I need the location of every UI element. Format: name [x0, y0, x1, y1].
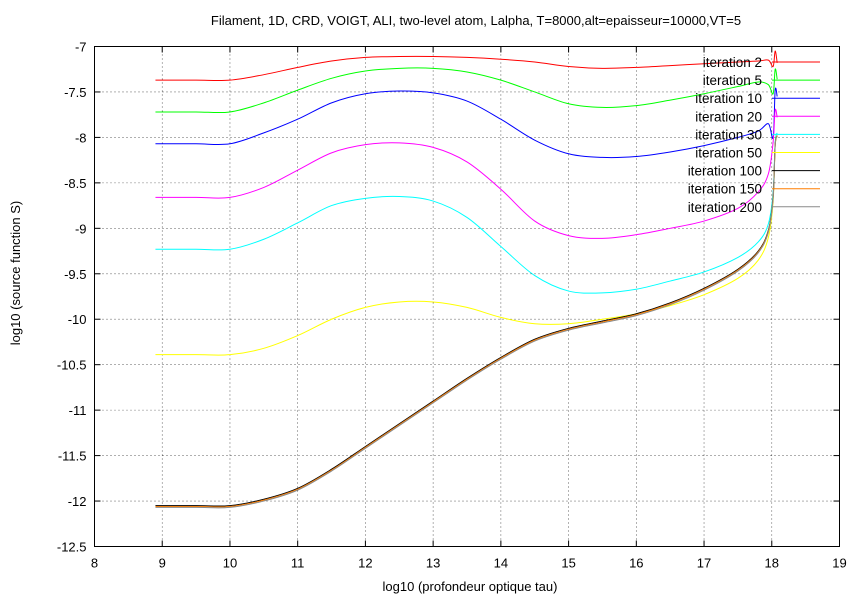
x-tick-label: 13 [426, 556, 440, 571]
plot-frame [94, 46, 840, 547]
series-line-iteration-2 [155, 50, 778, 82]
legend-label: iteration 20 [695, 109, 762, 124]
y-tick-label: -7.5 [64, 85, 86, 100]
x-tick-label: 18 [765, 556, 779, 571]
y-tick-label: -10.5 [57, 358, 87, 373]
y-tick-label: -7 [75, 40, 87, 55]
y-axis-label: log10 (source function S) [8, 201, 23, 346]
chart-title: Filament, 1D, CRD, VOIGT, ALI, two-level… [211, 13, 741, 28]
x-tick-label: 12 [358, 556, 372, 571]
grid [94, 46, 840, 547]
x-tick-label: 8 [91, 556, 98, 571]
legend-label: iteration 2 [703, 55, 762, 70]
series-line-iteration-50 [155, 135, 778, 356]
legend-label: iteration 100 [688, 164, 762, 179]
y-tick-label: -9 [75, 221, 87, 236]
y-tick-label: -12.5 [57, 540, 87, 555]
x-tick-label: 11 [291, 556, 305, 571]
y-tick-label: -11.5 [58, 449, 87, 464]
legend-label: iteration 50 [695, 146, 762, 161]
y-tick-label: -10 [68, 312, 87, 327]
y-tick-label: -12 [68, 494, 87, 509]
legend-label: iteration 30 [695, 127, 762, 142]
x-tick-label: 19 [832, 556, 846, 571]
plot-series [155, 50, 778, 509]
series-line-iteration-200 [155, 136, 778, 509]
series-line-iteration-100 [155, 135, 778, 507]
series-line-iteration-150 [155, 135, 778, 508]
y-tick-label: -9.5 [64, 267, 86, 282]
x-tick-label: 15 [561, 556, 575, 571]
y-tick-label: -8 [75, 130, 87, 145]
series-line-iteration-30 [155, 132, 778, 294]
x-tick-label: 9 [159, 556, 166, 571]
legend-label: iteration 200 [688, 200, 762, 215]
legend-label: iteration 150 [688, 182, 762, 197]
series-line-iteration-20 [155, 108, 778, 239]
legend: iteration 2 iteration 5 iteration 10 iterat… [688, 55, 820, 215]
x-tick-label: 10 [223, 556, 237, 571]
legend-label: iteration 10 [695, 91, 762, 106]
axis-ticks: 8 9 10 11 12 13 14 15 16 17 18 19 -7 -7.5 -8 -8.5 -9 -9.5… [57, 40, 847, 571]
x-axis-label: log10 (profondeur optique tau) [383, 579, 558, 594]
x-tick-label: 14 [494, 556, 508, 571]
series-line-iteration-5 [155, 67, 778, 114]
y-tick-label: -11 [69, 403, 87, 418]
legend-label: iteration 5 [703, 73, 762, 88]
x-tick-label: 17 [697, 556, 711, 571]
series-line-iteration-10 [155, 87, 778, 159]
y-tick-label: -8.5 [64, 176, 86, 191]
x-tick-label: 16 [629, 556, 643, 571]
